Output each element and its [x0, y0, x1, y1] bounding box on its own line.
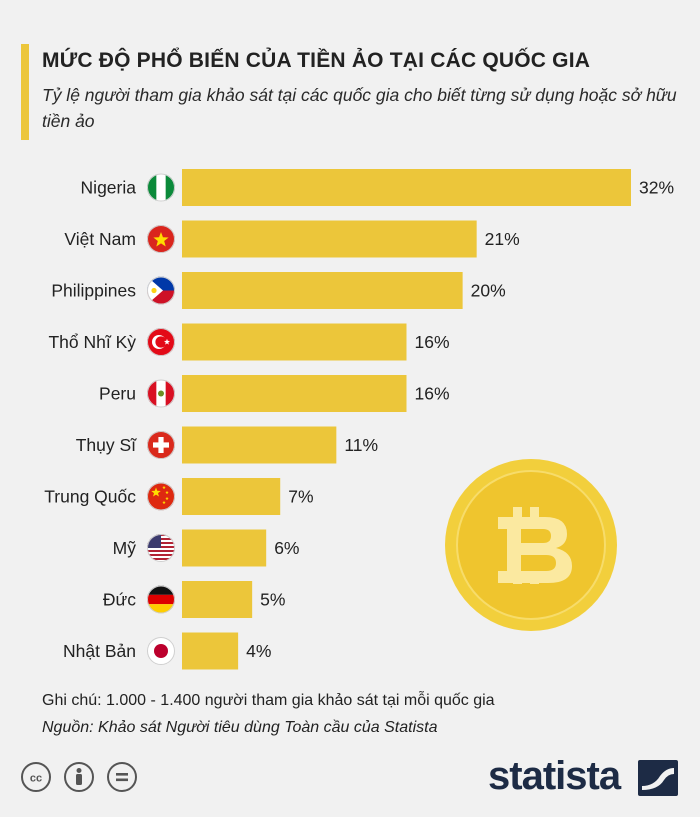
chart-title: MỨC ĐỘ PHỔ BIẾN CỦA TIỀN ẢO TẠI CÁC QUỐC… — [42, 49, 591, 72]
chart-source: Nguồn: Khảo sát Người tiêu dùng Toàn cầu… — [42, 719, 438, 736]
bar-row: Thụy Sĩ 11% — [76, 426, 378, 464]
bar-row: Thổ Nhĩ Kỳ 16% — [48, 323, 450, 361]
value-label: 21% — [485, 229, 520, 249]
value-label: 4% — [246, 641, 271, 661]
value-label: 20% — [471, 281, 506, 301]
peru-flag-icon — [147, 379, 175, 408]
value-label: 11% — [344, 435, 378, 455]
bar — [182, 375, 407, 412]
svg-text:cc: cc — [30, 773, 42, 785]
category-label: Peru — [99, 384, 136, 404]
chart-subtitle: Tỷ lệ người tham gia khảo sát tại các qu… — [42, 85, 677, 131]
bar-row: Việt Nam 21% — [64, 220, 520, 258]
category-label: Thụy Sĩ — [76, 435, 137, 455]
turkey-flag-icon — [147, 328, 175, 356]
philippines-flag-icon — [147, 276, 175, 305]
bar-row: Peru 16% — [99, 375, 450, 412]
bar-chart: Nigeria 32% Việt Nam 21% Philippines 20% Thổ N… — [44, 169, 674, 670]
category-label: Mỹ — [113, 538, 137, 558]
bar-row: Đức 5% — [103, 581, 285, 618]
bar — [182, 426, 337, 464]
category-label: Thổ Nhĩ Kỳ — [48, 332, 136, 352]
japan-flag-icon — [147, 637, 175, 665]
value-label: 6% — [274, 538, 299, 558]
no-derivatives-icon — [107, 762, 137, 792]
bar-row: Philippines 20% — [51, 272, 506, 309]
value-label: 5% — [260, 590, 285, 610]
vietnam-flag-icon — [147, 225, 175, 253]
cc-license-icon: cc — [21, 762, 51, 792]
title-accent-bar — [21, 44, 29, 140]
category-label: Trung Quốc — [44, 487, 136, 507]
category-label: Nhật Bản — [63, 641, 136, 661]
nigeria-flag-icon — [147, 173, 175, 202]
germany-flag-icon — [147, 585, 175, 614]
value-label: 7% — [288, 487, 313, 507]
bar — [182, 323, 407, 361]
switzerland-flag-icon — [147, 431, 175, 459]
bar — [182, 169, 631, 206]
bar — [182, 220, 477, 258]
bar-row: Mỹ 6% — [113, 529, 299, 567]
category-label: Đức — [103, 590, 136, 610]
bitcoin-coin-icon — [445, 459, 617, 631]
china-flag-icon — [147, 482, 175, 511]
statista-logo-icon — [638, 760, 678, 796]
bar-row: Nigeria 32% — [81, 169, 674, 206]
bar-row: Trung Quốc 7% — [44, 478, 314, 515]
bar — [182, 478, 281, 515]
usa-flag-icon — [147, 534, 175, 562]
statista-brand: statista — [488, 754, 621, 798]
category-label: Philippines — [51, 281, 136, 301]
bar — [182, 529, 267, 567]
value-label: 32% — [639, 178, 674, 198]
category-label: Việt Nam — [64, 229, 136, 249]
attribution-icon — [64, 762, 94, 792]
value-label: 16% — [415, 332, 450, 352]
chart-note: Ghi chú: 1.000 - 1.400 người tham gia kh… — [42, 692, 495, 709]
bar-row: Nhật Bản 4% — [63, 632, 271, 670]
bar — [182, 581, 253, 618]
bar — [182, 272, 463, 309]
value-label: 16% — [415, 384, 450, 404]
bar — [182, 632, 239, 670]
category-label: Nigeria — [81, 178, 137, 198]
